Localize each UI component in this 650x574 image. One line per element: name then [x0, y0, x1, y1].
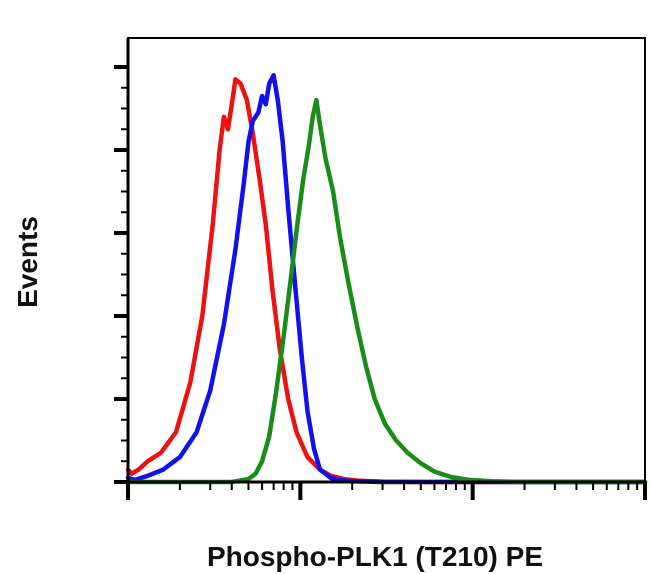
- x-axis-title: Phospho-PLK1 (T210) PE: [207, 541, 543, 572]
- series-line-2: [125, 73, 648, 485]
- series-layer: [125, 73, 648, 485]
- y-axis-title: Events: [12, 216, 43, 308]
- axis-layer: [114, 37, 647, 500]
- plot-area: [128, 38, 645, 482]
- plot-background: [128, 38, 645, 482]
- series-line-3: [125, 97, 648, 485]
